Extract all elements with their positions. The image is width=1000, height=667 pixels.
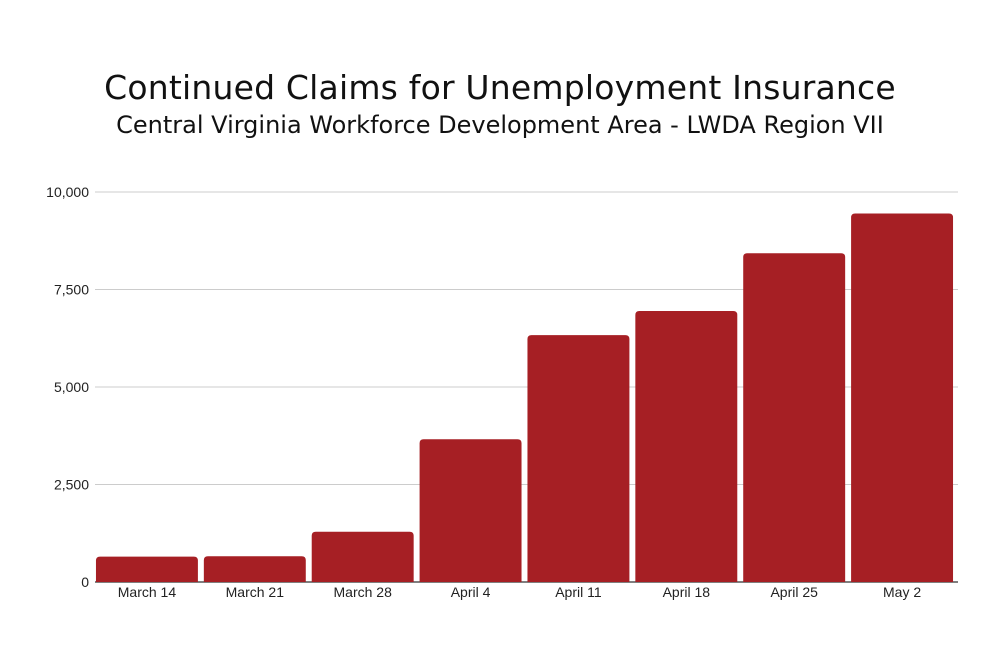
bar-april-11 [527,335,630,582]
chart-title: Continued Claims for Unemployment Insura… [104,68,896,107]
y-tick-label: 2,500 [54,477,89,493]
x-axis-ticks: March 14 March 21 March 28 April 4 April 11 A… [118,584,922,600]
bar-march-28 [311,531,414,582]
y-tick-label: 10,000 [46,184,89,200]
y-axis-ticks: 0 2,500 5,000 7,500 10,000 [46,184,89,590]
chart-subtitle: Central Virginia Workforce Development A… [116,111,884,139]
bar-march-14 [95,556,198,582]
y-tick-label: 0 [81,574,89,590]
bars [95,213,954,583]
bar-march-21 [203,556,306,582]
x-tick-label: April 25 [770,584,818,600]
y-tick-label: 5,000 [54,379,89,395]
x-tick-label: April 18 [663,584,711,600]
bar-may-2 [851,213,954,582]
x-tick-label: March 21 [226,584,285,600]
x-tick-label: March 14 [118,584,177,600]
x-tick-label: April 11 [555,584,602,600]
x-tick-label: May 2 [883,584,921,600]
y-tick-label: 7,500 [54,282,89,298]
x-tick-label: April 4 [451,584,491,600]
bar-april-18 [635,310,738,582]
bar-april-4 [419,439,522,582]
x-tick-label: March 28 [334,584,393,600]
bar-april-25 [743,253,846,583]
